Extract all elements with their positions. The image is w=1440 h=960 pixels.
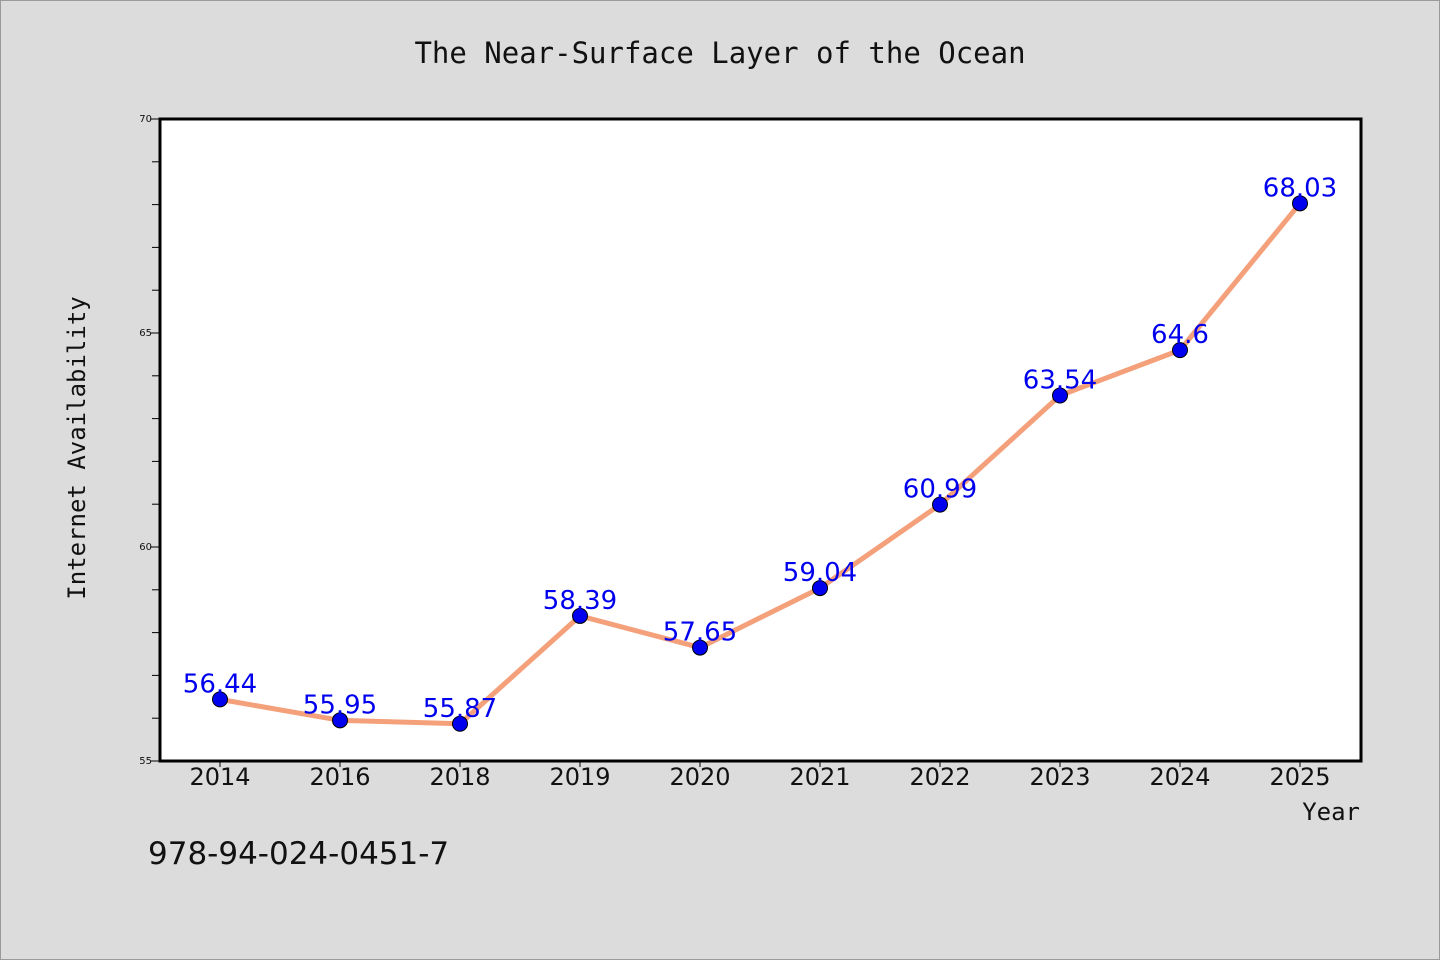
data-label: 59.04 xyxy=(783,558,857,588)
data-point xyxy=(452,715,468,732)
x-tick-label: 2019 xyxy=(549,763,610,791)
y-tick-label: 65 xyxy=(139,328,152,339)
data-label: 60.99 xyxy=(903,475,977,505)
x-tick-label: 2023 xyxy=(1029,763,1090,791)
data-label: 63.54 xyxy=(1023,365,1097,395)
y-tick-label: 70 xyxy=(139,114,152,125)
data-point xyxy=(1172,342,1188,359)
y-axis-label: Internet Availability xyxy=(63,296,91,599)
data-label: 56.44 xyxy=(183,669,257,699)
x-tick-label: 2014 xyxy=(189,763,250,791)
x-tick-label: 2022 xyxy=(909,763,970,791)
data-point xyxy=(1292,195,1308,212)
x-tick-label: 2020 xyxy=(669,763,730,791)
x-tick-label: 2024 xyxy=(1149,763,1210,791)
data-point xyxy=(212,691,228,708)
x-axis: 2014 2016 2018 2019 2020 2021 2022 2023 2024 2025 xyxy=(189,761,1331,791)
data-point xyxy=(1052,387,1068,404)
data-label: 68.03 xyxy=(1263,173,1337,203)
x-tick-label: 2025 xyxy=(1269,763,1330,791)
data-labels-group: 56.44 55.95 55.87 58.39 57.65 59.04 60.99 63.54… xyxy=(183,173,1337,723)
data-label: 64.6 xyxy=(1151,320,1209,350)
x-axis-label: Year xyxy=(1302,798,1360,826)
y-tick-label: 55 xyxy=(139,756,152,767)
x-tick-label: 2021 xyxy=(789,763,850,791)
series-line xyxy=(217,200,1303,727)
data-point xyxy=(932,496,948,513)
data-label: 55.95 xyxy=(303,690,377,720)
data-label: 58.39 xyxy=(543,586,617,616)
data-point xyxy=(812,580,828,597)
data-point xyxy=(692,639,708,656)
y-axis: 55 60 65 70 xyxy=(139,114,160,767)
data-point xyxy=(332,712,348,729)
x-tick-label: 2016 xyxy=(309,763,370,791)
data-label: 57.65 xyxy=(663,618,737,648)
plot-area xyxy=(158,117,1363,763)
series-line-group xyxy=(217,200,1303,727)
data-point xyxy=(572,607,588,624)
chart-title: The Near-Surface Layer of the Ocean xyxy=(414,36,1025,70)
data-label: 55.87 xyxy=(423,694,497,724)
isbn-text: 978-94-024-0451-7 xyxy=(148,836,449,872)
markers-group xyxy=(212,195,1308,732)
y-tick-label: 60 xyxy=(139,542,152,553)
x-tick-label: 2018 xyxy=(429,763,490,791)
